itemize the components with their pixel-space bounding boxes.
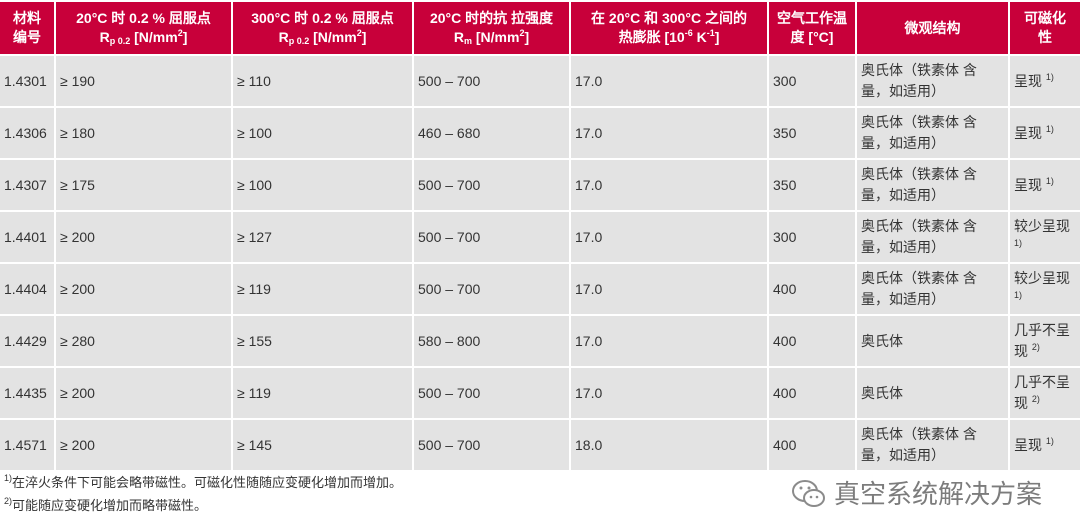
table-row: 1.4571 ≥ 200 ≥ 145 500 – 700 18.0 400 奥氏体（铁素体 … (0, 418, 1080, 470)
cell-id: 1.4429 (0, 314, 56, 367)
cell-rp300: ≥ 155 (232, 314, 414, 367)
cell-id: 1.4571 (0, 418, 56, 470)
cell-exp: 17.0 (570, 54, 769, 107)
cell-rm: 500 – 700 (413, 54, 571, 107)
cell-micro: 奥氏体（铁素体 含量，如适用） (856, 54, 1010, 107)
cell-rp300: ≥ 119 (232, 366, 414, 419)
table-row: 1.4301 ≥ 190 ≥ 110 500 – 700 17.0 300 奥氏体（铁素体 … (0, 54, 1080, 107)
header-row: 材料 编号 20°C 时 0.2 % 屈服点 Rp 0.2 [N/mm2] 300°C … (0, 2, 1080, 55)
footnote-2: 2)可能随应变硬化增加而略带磁性。 (4, 496, 208, 514)
cell-id: 1.4435 (0, 366, 56, 419)
cell-exp: 17.0 (570, 314, 769, 367)
cell-temp: 400 (768, 262, 857, 315)
cell-temp: 300 (768, 210, 857, 263)
cell-rp300: ≥ 127 (232, 210, 414, 263)
cell-mag: 呈现 1) (1009, 158, 1080, 211)
cell-rm: 500 – 700 (413, 262, 571, 315)
cell-rm: 580 – 800 (413, 314, 571, 367)
table-row: 1.4306 ≥ 180 ≥ 100 460 – 680 17.0 350 奥氏体（铁素体 … (0, 106, 1080, 159)
cell-id: 1.4404 (0, 262, 56, 315)
cell-rp300: ≥ 100 (232, 158, 414, 211)
cell-id: 1.4401 (0, 210, 56, 263)
cell-micro: 奥氏体（铁素体 含量，如适用） (856, 418, 1010, 470)
column-header: 微观结构 (856, 2, 1010, 55)
cell-rp20: ≥ 175 (55, 158, 233, 211)
wechat-icon (792, 480, 825, 507)
cell-micro: 奥氏体（铁素体 含量，如适用） (856, 158, 1010, 211)
cell-temp: 400 (768, 314, 857, 367)
cell-exp: 17.0 (570, 210, 769, 263)
cell-mag: 呈现 1) (1009, 106, 1080, 159)
cell-id: 1.4307 (0, 158, 56, 211)
cell-rm: 500 – 700 (413, 158, 571, 211)
cell-exp: 18.0 (570, 418, 769, 470)
cell-micro: 奥氏体 (856, 366, 1010, 419)
column-header: 在 20°C 和 300°C 之间的 热膨胀 [10-6 K-1] (570, 2, 769, 55)
cell-mag: 较少呈现 1) (1009, 210, 1080, 263)
cell-rp20: ≥ 200 (55, 210, 233, 263)
cell-mag: 呈现 1) (1009, 54, 1080, 107)
cell-micro: 奥氏体 (856, 314, 1010, 367)
cell-exp: 17.0 (570, 158, 769, 211)
cell-id: 1.4306 (0, 106, 56, 159)
column-header: 20°C 时的抗 拉强度 Rm [N/mm2] (413, 2, 571, 55)
table-row: 1.4429 ≥ 280 ≥ 155 580 – 800 17.0 400 奥氏体 几乎不呈现… (0, 314, 1080, 367)
column-header: 材料 编号 (0, 2, 56, 55)
column-header: 可磁化性 (1009, 2, 1080, 55)
footnote-1: 1)在淬火条件下可能会略带磁性。可磁化性随随应变硬化增加而增加。 (4, 473, 403, 491)
cell-rp300: ≥ 119 (232, 262, 414, 315)
table-row: 1.4401 ≥ 200 ≥ 127 500 – 700 17.0 300 奥氏体（铁素体 … (0, 210, 1080, 263)
cell-rp300: ≥ 145 (232, 418, 414, 470)
table-row: 1.4404 ≥ 200 ≥ 119 500 – 700 17.0 400 奥氏体（铁素体 … (0, 262, 1080, 315)
cell-mag: 较少呈现 1) (1009, 262, 1080, 315)
cell-rp20: ≥ 200 (55, 366, 233, 419)
cell-rm: 500 – 700 (413, 210, 571, 263)
cell-temp: 400 (768, 366, 857, 419)
cell-temp: 350 (768, 158, 857, 211)
cell-exp: 17.0 (570, 262, 769, 315)
cell-mag: 几乎不呈现 2) (1009, 366, 1080, 419)
cell-rp20: ≥ 200 (55, 418, 233, 470)
cell-rp20: ≥ 280 (55, 314, 233, 367)
cell-rp300: ≥ 110 (232, 54, 414, 107)
cell-rp20: ≥ 200 (55, 262, 233, 315)
properties-table: 材料 编号 20°C 时 0.2 % 屈服点 Rp 0.2 [N/mm2] 300°C … (0, 2, 1080, 470)
cell-micro: 奥氏体（铁素体 含量，如适用） (856, 262, 1010, 315)
cell-temp: 300 (768, 54, 857, 107)
cell-id: 1.4301 (0, 54, 56, 107)
cell-temp: 350 (768, 106, 857, 159)
cell-exp: 17.0 (570, 366, 769, 419)
cell-rp300: ≥ 100 (232, 106, 414, 159)
column-header: 20°C 时 0.2 % 屈服点 Rp 0.2 [N/mm2] (55, 2, 233, 55)
cell-rm: 500 – 700 (413, 366, 571, 419)
table-row: 1.4435 ≥ 200 ≥ 119 500 – 700 17.0 400 奥氏体 几乎不呈现… (0, 366, 1080, 419)
cell-rm: 460 – 680 (413, 106, 571, 159)
cell-mag: 呈现 1) (1009, 418, 1080, 470)
watermark: 真空系统解决方案 (790, 478, 1042, 510)
cell-micro: 奥氏体（铁素体 含量，如适用） (856, 210, 1010, 263)
cell-mag: 几乎不呈现 2) (1009, 314, 1080, 367)
cell-temp: 400 (768, 418, 857, 470)
cell-micro: 奥氏体（铁素体 含量，如适用） (856, 106, 1010, 159)
table-row: 1.4307 ≥ 175 ≥ 100 500 – 700 17.0 350 奥氏体（铁素体 … (0, 158, 1080, 211)
cell-rp20: ≥ 180 (55, 106, 233, 159)
cell-exp: 17.0 (570, 106, 769, 159)
column-header: 300°C 时 0.2 % 屈服点 Rp 0.2 [N/mm2] (232, 2, 414, 55)
cell-rm: 500 – 700 (413, 418, 571, 470)
cell-rp20: ≥ 190 (55, 54, 233, 107)
column-header: 空气工作温度 [°C] (768, 2, 857, 55)
